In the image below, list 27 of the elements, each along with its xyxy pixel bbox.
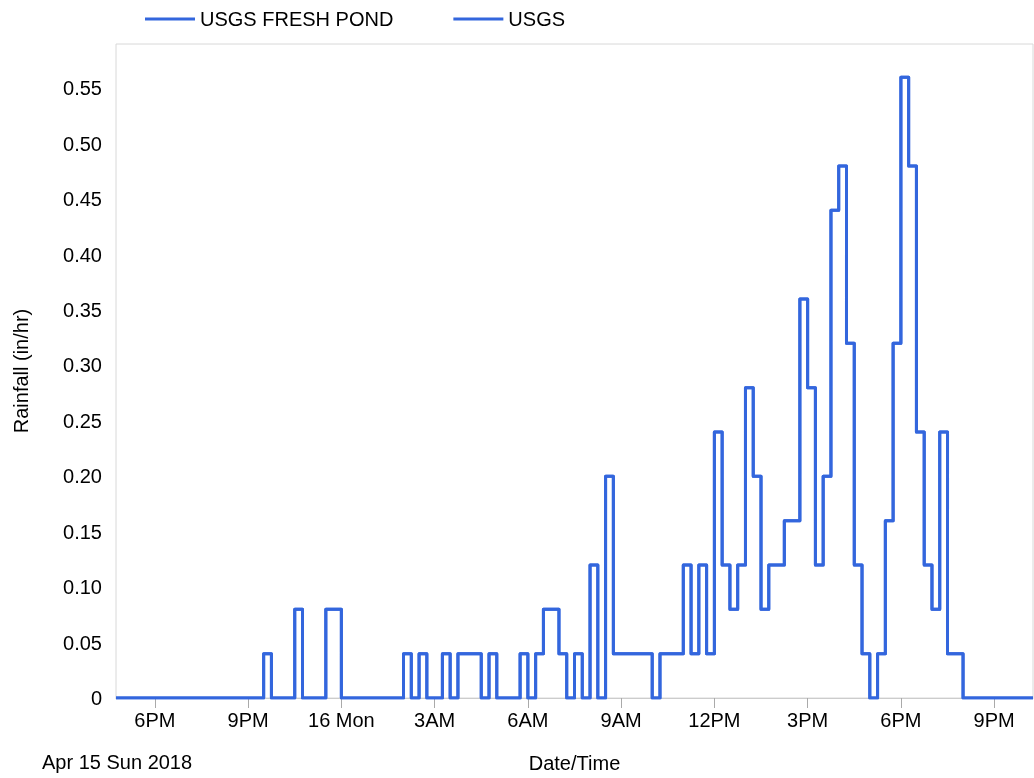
x-tick-label: 12PM <box>688 709 741 731</box>
x-axis-title: Date/Time <box>528 752 621 774</box>
legend-label: USGS <box>508 8 566 30</box>
x-tick-label: 9PM <box>973 709 1015 731</box>
y-tick-label: 0.30 <box>63 354 102 377</box>
x-tick-label: 9AM <box>600 709 642 731</box>
y-tick-label: 0.05 <box>63 631 102 654</box>
x-tick-label: 6PM <box>880 709 922 731</box>
legend-label: USGS FRESH POND <box>200 8 394 30</box>
y-tick-label: 0.35 <box>63 299 102 322</box>
y-axis-title: Rainfall (in/hr) <box>10 308 32 434</box>
y-tick-label: 0.55 <box>63 77 102 100</box>
y-tick-label: 0.40 <box>63 243 102 266</box>
text: Apr 15 Sun 2018 <box>42 751 193 773</box>
x-tick-label: 9PM <box>227 709 269 731</box>
x-tick-label: 3PM <box>787 709 829 731</box>
y-tick-label: 0.15 <box>63 520 102 543</box>
y-tick-label: 0 <box>90 687 102 709</box>
y-tick-label: 0.45 <box>63 188 102 211</box>
x-tick-label: 6PM <box>134 709 176 731</box>
y-tick-label: 0.50 <box>63 132 102 155</box>
y-tick-label: 0.25 <box>63 409 102 432</box>
x-tick-label: 16 Mon <box>308 709 375 731</box>
x-tick-label: 6AM <box>507 709 549 731</box>
y-tick-label: 0.20 <box>63 465 102 488</box>
x-tick-label: 3AM <box>414 709 456 731</box>
y-tick-label: 0.10 <box>63 576 102 599</box>
